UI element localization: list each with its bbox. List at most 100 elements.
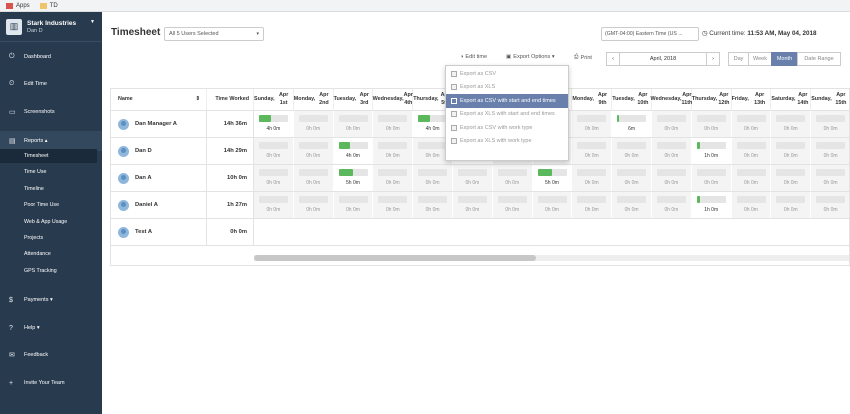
user-name-cell[interactable]: Dan D: [111, 138, 207, 164]
day-cell[interactable]: 0h 0m: [373, 138, 414, 164]
sidebar-item-edit-time[interactable]: ⏲ Edit Time: [0, 74, 102, 94]
day-cell[interactable]: 5h 0m: [532, 165, 573, 191]
export-option-item[interactable]: Export as CSV with work type: [446, 121, 568, 135]
sidebar-item-reports[interactable]: ▤ Reports ▴: [0, 131, 102, 151]
sidebar-item-help[interactable]: ? Help ▾: [0, 318, 102, 338]
day-cell[interactable]: 0h 0m: [373, 192, 414, 218]
day-cell[interactable]: 0h 0m: [293, 192, 334, 218]
sidebar-subitem-gps-tracking[interactable]: GPS Tracking: [24, 267, 57, 274]
day-cell[interactable]: 0h 0m: [811, 192, 849, 218]
company-switcher[interactable]: ▥ Stark Industries Dan D ▼: [0, 12, 102, 42]
export-options-button[interactable]: ▣ Export Options ▾: [506, 54, 555, 60]
day-cell[interactable]: 0h 0m: [652, 138, 692, 164]
day-cell[interactable]: 0h 0m: [532, 192, 573, 218]
scrollbar-thumb[interactable]: [254, 255, 536, 261]
day-cell[interactable]: 4h 0m: [254, 111, 294, 137]
edit-time-button[interactable]: ◑ Edit time: [460, 54, 487, 60]
print-button[interactable]: ⎙ Print: [574, 54, 592, 61]
time-value: 0h 0m: [266, 180, 281, 186]
day-cell[interactable]: 0h 0m: [691, 165, 732, 191]
day-cell[interactable]: 0h 0m: [492, 192, 533, 218]
day-cell[interactable]: 0h 0m: [333, 111, 374, 137]
feedback-icon: ✉: [9, 352, 15, 359]
day-cell[interactable]: 0h 0m: [612, 192, 652, 218]
day-cell[interactable]: 0h 0m: [572, 192, 613, 218]
sidebar-item-screenshots[interactable]: ▭ Screenshots: [0, 102, 102, 122]
day-cell[interactable]: 0h 0m: [453, 192, 493, 218]
day-cell[interactable]: 0h 0m: [254, 165, 294, 191]
day-cell[interactable]: 0h 0m: [333, 192, 374, 218]
day-cell[interactable]: 0h 0m: [293, 111, 334, 137]
sidebar-subitem-projects[interactable]: Projects: [24, 235, 44, 241]
day-cell[interactable]: 1h 0m: [691, 192, 732, 218]
day-cell[interactable]: 0h 0m: [413, 165, 453, 191]
time-value: 5h 0m: [545, 180, 559, 186]
user-name-cell[interactable]: Dan A: [111, 165, 207, 191]
day-cell[interactable]: 6m: [612, 111, 652, 137]
day-cell[interactable]: 0h 0m: [652, 111, 692, 137]
next-month-button[interactable]: ›: [706, 52, 720, 66]
prev-month-button[interactable]: ‹: [606, 52, 620, 66]
day-cell[interactable]: 0h 0m: [731, 192, 772, 218]
export-option-item[interactable]: Export as XLS: [446, 81, 568, 95]
view-month-button[interactable]: Month: [771, 52, 798, 66]
sidebar-subitem-time-use[interactable]: Time Use: [24, 169, 47, 176]
day-cell[interactable]: 0h 0m: [572, 111, 613, 137]
day-cell[interactable]: 0h 0m: [811, 165, 849, 191]
day-cell[interactable]: 4h 0m: [333, 138, 374, 164]
day-cell[interactable]: 5h 0m: [333, 165, 374, 191]
sidebar-subitem-timeline[interactable]: Timeline: [24, 185, 44, 192]
sidebar-subitem-timesheet[interactable]: Timesheet: [0, 149, 97, 163]
timezone-select[interactable]: (GMT-04:00) Eastern Time (US ...: [601, 27, 699, 41]
day-cell[interactable]: 0h 0m: [254, 138, 294, 164]
day-cell[interactable]: 0h 0m: [492, 165, 533, 191]
sidebar-subitem-attendance[interactable]: Attendance: [24, 251, 51, 258]
day-cell[interactable]: 0h 0m: [811, 111, 849, 137]
day-cell[interactable]: 0h 0m: [731, 138, 772, 164]
day-cell[interactable]: 0h 0m: [612, 165, 652, 191]
user-select[interactable]: All 5 Users Selected ▾: [164, 27, 264, 41]
user-name-cell[interactable]: Daniel A: [111, 192, 207, 218]
export-option-item[interactable]: Export as XLS with start and end times: [446, 108, 568, 122]
day-cell[interactable]: 0h 0m: [652, 165, 692, 191]
day-cell[interactable]: 0h 0m: [771, 165, 812, 191]
export-option-item[interactable]: Export as CSV: [446, 67, 568, 81]
export-option-item[interactable]: Export as XLS with work type: [446, 135, 568, 149]
day-cell[interactable]: 0h 0m: [572, 138, 613, 164]
horizontal-scrollbar[interactable]: [254, 255, 849, 261]
view-day-button[interactable]: Day: [728, 52, 749, 66]
day-cell[interactable]: 0h 0m: [373, 111, 414, 137]
day-cell[interactable]: 0h 0m: [771, 192, 812, 218]
bookmark-apps[interactable]: Apps: [6, 2, 30, 9]
day-cell[interactable]: 0h 0m: [731, 111, 772, 137]
sidebar-item-feedback[interactable]: ✉ Feedback: [0, 345, 102, 365]
day-cell[interactable]: 0h 0m: [731, 165, 772, 191]
day-cell[interactable]: 0h 0m: [572, 165, 613, 191]
sidebar-item-payments[interactable]: $ Payments ▾: [0, 290, 102, 310]
day-cell[interactable]: 0h 0m: [293, 138, 334, 164]
user-name-cell[interactable]: Dan Manager A: [111, 111, 207, 137]
name-column-header[interactable]: Name ⇕: [111, 89, 207, 111]
day-cell[interactable]: 0h 0m: [612, 138, 652, 164]
view-week-button[interactable]: Week: [748, 52, 772, 66]
day-cell[interactable]: 0h 0m: [413, 192, 453, 218]
day-cell[interactable]: 1h 0m: [691, 138, 732, 164]
day-cell[interactable]: 0h 0m: [373, 165, 414, 191]
day-cell[interactable]: 0h 0m: [652, 192, 692, 218]
day-cell[interactable]: 0h 0m: [453, 165, 493, 191]
view-date-range-button[interactable]: Date Range: [797, 52, 841, 66]
sidebar-item-dashboard[interactable]: ⏻ Dashboard: [0, 47, 102, 67]
date-picker[interactable]: April, 2018: [619, 52, 707, 66]
day-cell[interactable]: 0h 0m: [771, 138, 812, 164]
day-cell[interactable]: 0h 0m: [254, 192, 294, 218]
bookmark-td[interactable]: TD: [39, 2, 58, 9]
user-name-cell[interactable]: Test A: [111, 219, 207, 245]
day-cell[interactable]: 0h 0m: [811, 138, 849, 164]
sidebar-subitem-poor-time-use[interactable]: Poor Time Use: [24, 202, 60, 209]
day-cell[interactable]: 0h 0m: [293, 165, 334, 191]
day-cell[interactable]: 0h 0m: [771, 111, 812, 137]
export-option-item[interactable]: Export as CSV with start and end times: [446, 94, 568, 108]
sidebar-item-invite-your-team[interactable]: + Invite Your Team: [0, 373, 102, 393]
day-cell[interactable]: 0h 0m: [691, 111, 732, 137]
sidebar-subitem-web-app-usage[interactable]: Web & App Usage: [24, 218, 68, 225]
